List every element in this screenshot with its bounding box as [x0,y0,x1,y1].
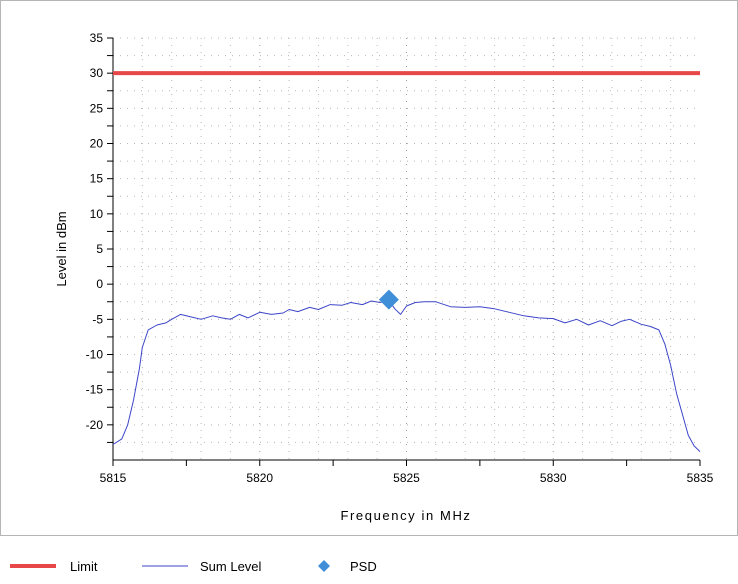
legend-psd-swatch [318,560,330,572]
y-tick-label: 20 [90,137,104,151]
legend-sum-level-label: Sum Level [200,559,262,574]
y-tick-label: -15 [86,383,104,397]
y-tick-label: 5 [96,242,103,256]
chart-frame: 35 30 25 20 15 10 5 0 -5 -10 -15 -20 5815 5820 5825 58… [0,0,738,536]
x-ticks: 5815 5820 5825 5830 5835 [100,460,714,485]
y-tick-label: -20 [86,418,104,432]
psd-marker [378,289,399,310]
legend: Limit Sum Level PSD [0,556,738,579]
y-tick-label: 15 [90,172,104,186]
series [112,71,701,452]
x-axis-title: Frequency in MHz [340,508,471,523]
y-axis-title: Level in dBm [54,211,69,286]
legend-svg: Limit Sum Level PSD [10,559,377,574]
x-tick-label: 5835 [687,471,714,485]
y-tick-label: 30 [90,66,104,80]
y-tick-label: 10 [90,207,104,221]
x-tick-label: 5830 [540,471,567,485]
legend-item-sum-level: Sum Level [142,559,262,574]
y-tick-label: -10 [86,348,104,362]
legend-psd-label: PSD [350,559,377,574]
legend-item-limit: Limit [10,559,98,574]
y-tick-label: 0 [96,277,103,291]
x-tick-label: 5820 [246,471,273,485]
chart-border [0,0,738,536]
y-tick-label: 35 [90,31,104,45]
legend-item-psd: PSD [318,559,377,574]
y-ticks: 35 30 25 20 15 10 5 0 -5 -10 -15 -20 [86,31,113,443]
legend-limit-label: Limit [70,559,98,574]
x-tick-label: 5825 [393,471,420,485]
grid-lines [113,37,700,460]
x-tick-label: 5815 [100,471,127,485]
y-tick-label: 25 [90,101,104,115]
y-tick-label: -5 [92,312,103,326]
